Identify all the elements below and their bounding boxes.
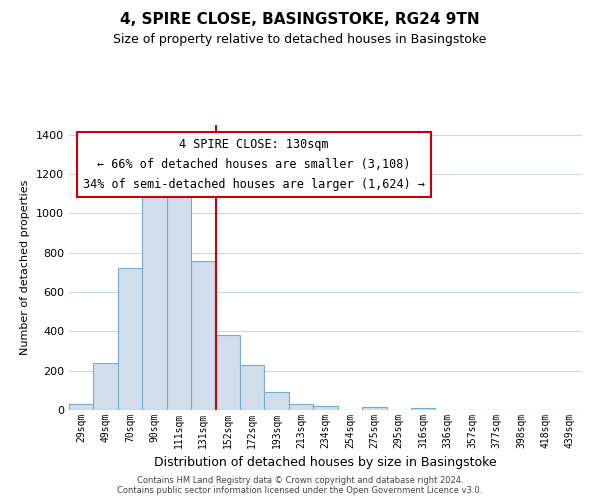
Bar <box>94 363 118 410</box>
Text: Contains HM Land Registry data © Crown copyright and database right 2024.: Contains HM Land Registry data © Crown c… <box>137 476 463 485</box>
Text: Contains public sector information licensed under the Open Government Licence v3: Contains public sector information licen… <box>118 486 482 495</box>
Y-axis label: Number of detached properties: Number of detached properties <box>20 180 31 355</box>
Bar <box>240 365 265 410</box>
Bar <box>142 194 167 410</box>
Bar <box>313 406 338 410</box>
Bar <box>289 404 313 410</box>
Bar <box>191 260 215 410</box>
Bar <box>362 407 386 410</box>
X-axis label: Distribution of detached houses by size in Basingstoke: Distribution of detached houses by size … <box>154 456 497 469</box>
Bar <box>215 336 240 410</box>
Bar <box>167 190 191 410</box>
Text: 4, SPIRE CLOSE, BASINGSTOKE, RG24 9TN: 4, SPIRE CLOSE, BASINGSTOKE, RG24 9TN <box>120 12 480 28</box>
Text: 4 SPIRE CLOSE: 130sqm
← 66% of detached houses are smaller (3,108)
34% of semi-d: 4 SPIRE CLOSE: 130sqm ← 66% of detached … <box>83 138 425 192</box>
Bar <box>265 392 289 410</box>
Text: Size of property relative to detached houses in Basingstoke: Size of property relative to detached ho… <box>113 32 487 46</box>
Bar <box>69 404 94 410</box>
Bar <box>118 268 142 410</box>
Bar <box>411 408 436 410</box>
